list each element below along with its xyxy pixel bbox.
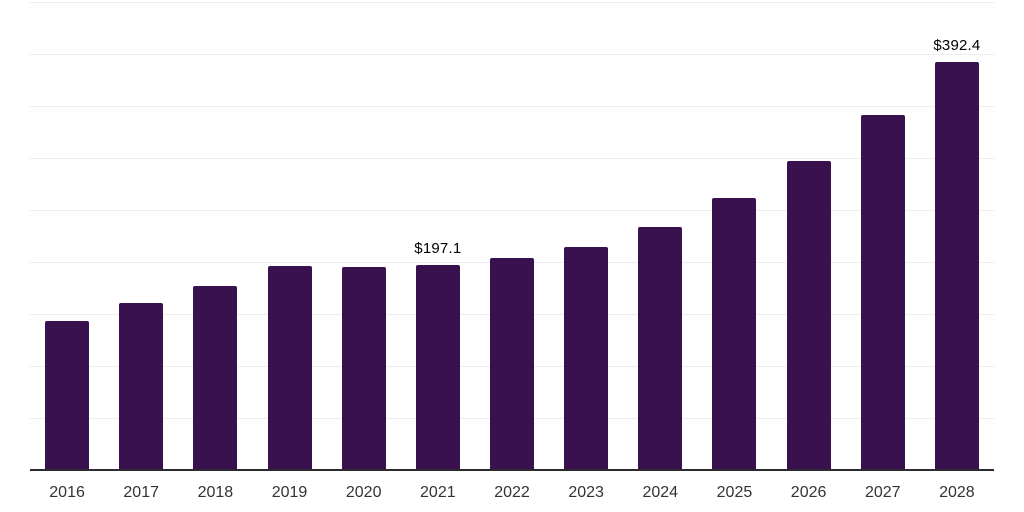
x-tick-2025: 2025 xyxy=(716,484,753,501)
bar-2021 xyxy=(415,265,460,470)
x-tick-2027: 2027 xyxy=(864,484,901,501)
bar-2016 xyxy=(45,321,90,470)
x-tick-2016: 2016 xyxy=(49,484,85,501)
gridline-450 xyxy=(30,2,994,3)
bar-2025 xyxy=(712,198,757,470)
gridline-300 xyxy=(30,158,994,159)
bar-2028 xyxy=(934,61,979,470)
bar-2017 xyxy=(119,303,164,470)
x-tick-2017: 2017 xyxy=(123,484,159,501)
x-axis-line xyxy=(30,469,994,471)
bar-2020 xyxy=(341,266,386,470)
x-tick-2024: 2024 xyxy=(642,484,679,501)
bar-2026 xyxy=(786,161,831,470)
bar-2023 xyxy=(564,246,609,470)
gridline-400 xyxy=(30,54,994,55)
x-tick-2019: 2019 xyxy=(271,484,308,501)
bar-value-label-2028: $392.4 xyxy=(933,36,981,54)
bar-2018 xyxy=(193,286,238,470)
x-tick-2022: 2022 xyxy=(494,484,530,501)
x-tick-2020: 2020 xyxy=(345,484,382,501)
gridline-350 xyxy=(30,106,994,107)
x-tick-2018: 2018 xyxy=(197,484,234,501)
bar-value-label-2021: $197.1 xyxy=(414,240,462,258)
x-tick-2021: 2021 xyxy=(420,484,456,501)
bar-2019 xyxy=(267,265,312,470)
gridline-250 xyxy=(30,210,994,211)
x-tick-2026: 2026 xyxy=(790,484,827,501)
x-tick-2028: 2028 xyxy=(939,484,975,501)
bar-2022 xyxy=(490,258,534,470)
bar-2024 xyxy=(638,227,683,470)
bar-2027 xyxy=(860,115,905,470)
x-tick-2023: 2023 xyxy=(568,484,604,501)
